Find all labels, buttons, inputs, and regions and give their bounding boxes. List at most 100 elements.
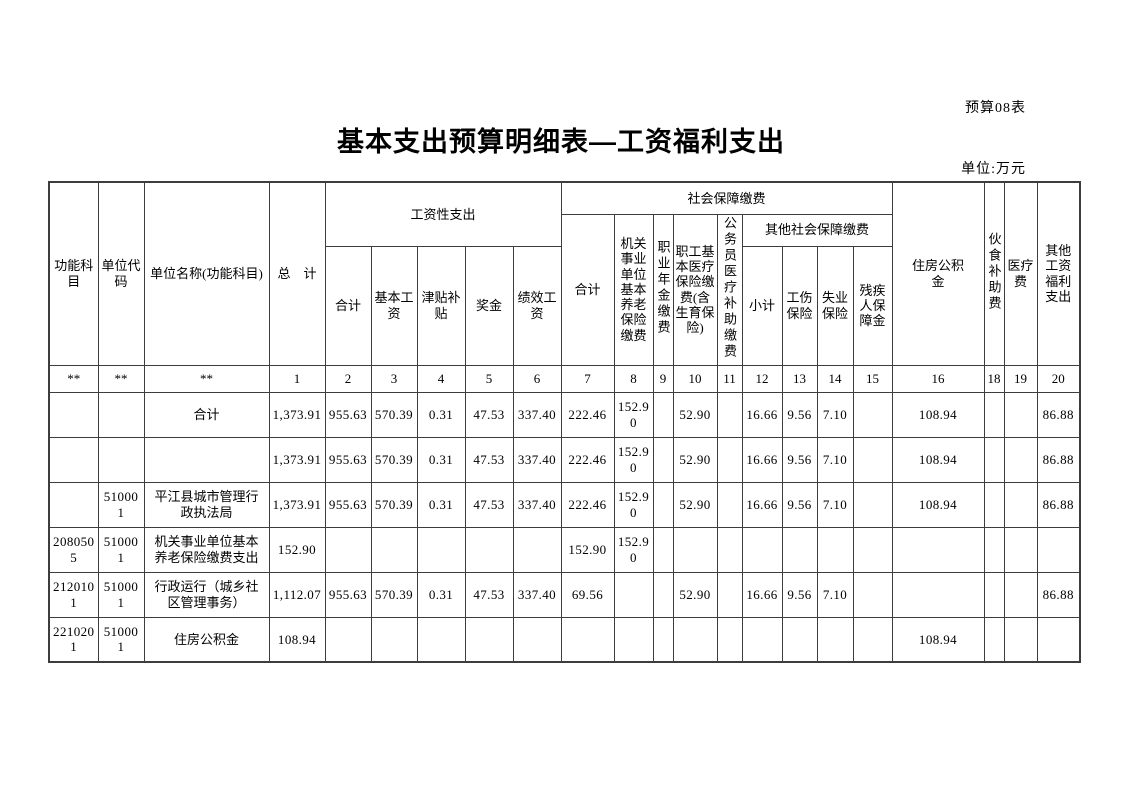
value-cell: 52.90 — [672, 391, 718, 438]
value-cell — [370, 526, 418, 573]
value-cell: 0.31 — [416, 391, 466, 438]
value-cell: 222.46 — [560, 436, 615, 483]
value-cell — [816, 616, 854, 663]
column-number-cell: 12 — [741, 364, 783, 393]
value-cell — [983, 616, 1005, 663]
column-number-cell: ** — [48, 364, 99, 393]
value-cell: 9.56 — [781, 571, 818, 618]
header-grand-total: 总 计 — [268, 181, 326, 366]
header-other-welfare: 其他工资福利支出 — [1036, 181, 1081, 366]
value-cell — [852, 616, 893, 663]
value-cell: 0.31 — [416, 571, 466, 618]
header-salary-group: 工资性支出 — [324, 181, 562, 247]
value-cell: 337.40 — [512, 481, 562, 528]
column-number-cell: 19 — [1003, 364, 1038, 393]
table-row: 510001 平江县城市管理行政执法局 1,373.91 955.63 570.39 0.… — [48, 481, 1081, 528]
value-cell: 108.94 — [268, 616, 326, 663]
value-cell: 955.63 — [324, 436, 372, 483]
occupational-annuity-label: 职业年金缴费 — [655, 239, 671, 336]
meal-allowance-label: 伙食补助费 — [986, 232, 1002, 313]
value-cell: 9.56 — [781, 391, 818, 438]
value-cell — [816, 526, 854, 573]
value-cell — [652, 571, 674, 618]
value-cell — [891, 571, 985, 618]
value-cell — [464, 526, 514, 573]
column-number-cell: 14 — [816, 364, 854, 393]
column-number-cell: 9 — [652, 364, 674, 393]
unit-name-cell: 平江县城市管理行政执法局 — [143, 481, 270, 528]
header-salary-total: 合计 — [324, 245, 372, 366]
value-cell: 510001 — [97, 526, 145, 573]
column-number-cell: ** — [143, 364, 270, 393]
value-cell: 510001 — [97, 481, 145, 528]
value-cell — [1003, 526, 1038, 573]
value-cell — [852, 436, 893, 483]
column-number-cell: 13 — [781, 364, 818, 393]
value-cell: 152.90 — [613, 481, 654, 528]
header-unit-code: 单位代码 — [97, 181, 145, 366]
value-cell — [652, 616, 674, 663]
value-cell: 52.90 — [672, 571, 718, 618]
value-cell: 152.90 — [613, 526, 654, 573]
table-body: 合计 1,373.91 955.63 570.39 0.31 47.53 337.40 222… — [48, 391, 1081, 663]
header-other-social-subtotal: 小计 — [741, 245, 783, 366]
value-cell — [741, 616, 783, 663]
value-cell: 47.53 — [464, 481, 514, 528]
unit-name-cell: 合计 — [143, 391, 270, 438]
value-cell: 1,373.91 — [268, 481, 326, 528]
value-cell: 2210201 — [48, 616, 99, 663]
value-cell — [464, 616, 514, 663]
value-cell: 337.40 — [512, 436, 562, 483]
unit-name-cell: 机关事业单位基本养老保险缴费支出 — [143, 526, 270, 573]
value-cell — [1003, 481, 1038, 528]
value-cell: 1,373.91 — [268, 436, 326, 483]
value-cell: 955.63 — [324, 571, 372, 618]
value-cell — [672, 526, 718, 573]
value-cell — [891, 526, 985, 573]
header-bonus: 奖金 — [464, 245, 514, 366]
column-number-cell: 6 — [512, 364, 562, 393]
table-row: 2080505 510001 机关事业单位基本养老保险缴费支出 152.90 152.9… — [48, 526, 1081, 573]
table-row: 2210201 510001 住房公积金 108.94 108.94 — [48, 616, 1081, 663]
unit-label: 单位:万元 — [961, 162, 1026, 177]
value-cell — [852, 481, 893, 528]
value-cell — [983, 391, 1005, 438]
value-cell — [48, 481, 99, 528]
value-cell: 9.56 — [781, 481, 818, 528]
value-cell: 52.90 — [672, 436, 718, 483]
value-cell: 52.90 — [672, 481, 718, 528]
value-cell — [781, 526, 818, 573]
value-cell: 108.94 — [891, 481, 985, 528]
header-injury-insurance: 工伤保险 — [781, 245, 818, 366]
value-cell — [652, 526, 674, 573]
value-cell — [716, 436, 743, 483]
value-cell: 1,112.07 — [268, 571, 326, 618]
value-cell — [652, 481, 674, 528]
header-social-group: 社会保障缴费 — [560, 181, 893, 215]
value-cell — [324, 616, 372, 663]
value-cell: 0.31 — [416, 481, 466, 528]
value-cell — [1036, 616, 1081, 663]
value-cell: 2120101 — [48, 571, 99, 618]
header-occupational-annuity: 职业年金缴费 — [652, 213, 674, 366]
value-cell: 955.63 — [324, 481, 372, 528]
value-cell: 510001 — [97, 571, 145, 618]
header-unit-name: 单位名称(功能科目) — [143, 181, 270, 366]
value-cell: 16.66 — [741, 391, 783, 438]
unit-name-cell: 行政运行（城乡社区管理事务） — [143, 571, 270, 618]
value-cell — [741, 526, 783, 573]
column-number-row: ** ** ** 1 2 3 4 5 6 7 8 9 10 11 12 13 14 15 16 18 19 20 — [48, 364, 1081, 393]
budget-table: 功能科目 单位代码 单位名称(功能科目) 总 计 工资性支出 社会保障缴费 住房… — [48, 181, 1081, 663]
value-cell — [716, 481, 743, 528]
header-performance-pay: 绩效工资 — [512, 245, 562, 366]
value-cell — [97, 391, 145, 438]
column-number-cell: 11 — [716, 364, 743, 393]
value-cell — [512, 526, 562, 573]
value-cell — [652, 391, 674, 438]
value-cell — [983, 436, 1005, 483]
column-number-cell: 7 — [560, 364, 615, 393]
value-cell — [716, 616, 743, 663]
header-row-sub: 合计 基本工资 津贴补贴 奖金 绩效工资 小计 工伤保险 失业保险 残疾人保障金 — [49, 245, 1080, 366]
value-cell — [1003, 391, 1038, 438]
